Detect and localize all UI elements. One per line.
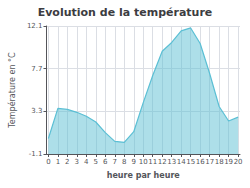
svg-text:5: 5 — [94, 158, 98, 166]
svg-text:17: 17 — [205, 158, 214, 166]
svg-text:7.7: 7.7 — [31, 65, 42, 73]
svg-text:7: 7 — [113, 158, 117, 166]
svg-text:1: 1 — [56, 158, 60, 166]
svg-text:10: 10 — [139, 158, 148, 166]
svg-text:heure par heure: heure par heure — [107, 171, 181, 180]
svg-text:Evolution de la température: Evolution de la température — [38, 6, 213, 19]
svg-text:12: 12 — [158, 158, 167, 166]
svg-text:2: 2 — [65, 158, 69, 166]
svg-text:19: 19 — [224, 158, 233, 166]
svg-text:Température en °C: Température en °C — [7, 52, 17, 129]
svg-text:20: 20 — [234, 158, 243, 166]
svg-text:-1.1: -1.1 — [29, 150, 43, 158]
svg-text:18: 18 — [215, 158, 224, 166]
svg-text:6: 6 — [103, 158, 108, 166]
svg-text:9: 9 — [132, 158, 136, 166]
svg-text:16: 16 — [196, 158, 205, 166]
svg-text:12.1: 12.1 — [27, 22, 43, 30]
svg-text:3: 3 — [75, 158, 79, 166]
svg-text:0: 0 — [46, 158, 50, 166]
svg-text:13: 13 — [167, 158, 176, 166]
svg-text:14: 14 — [177, 158, 186, 166]
svg-text:3.3: 3.3 — [31, 107, 42, 115]
svg-text:4: 4 — [84, 158, 89, 166]
svg-text:8: 8 — [122, 158, 126, 166]
svg-text:11: 11 — [148, 158, 157, 166]
svg-text:15: 15 — [186, 158, 195, 166]
